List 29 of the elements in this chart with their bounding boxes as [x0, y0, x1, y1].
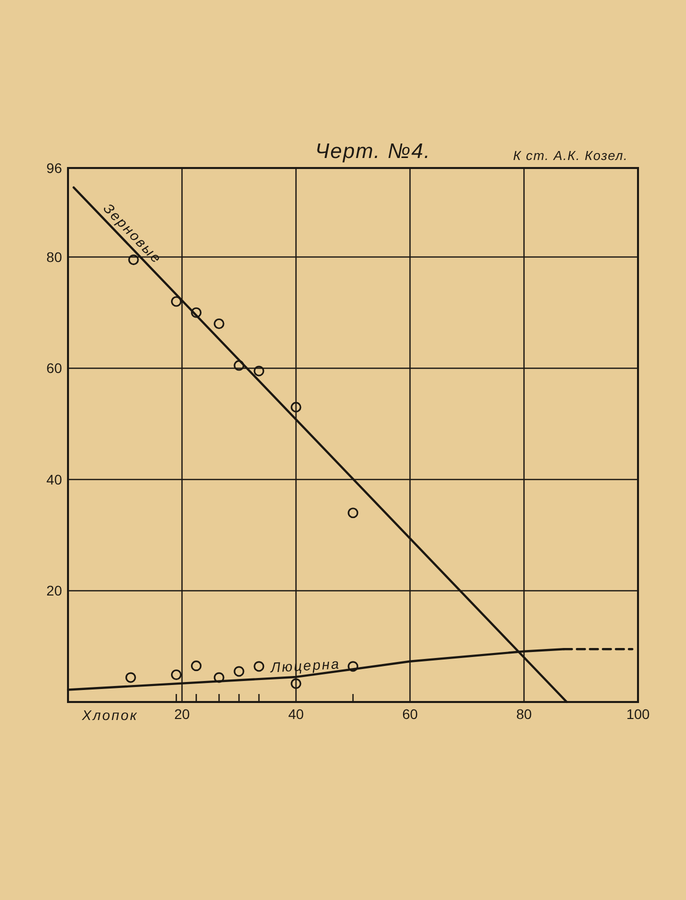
point	[190, 660, 202, 672]
point	[290, 402, 302, 412]
point	[171, 296, 182, 307]
chart-title: Черт. №4.	[315, 140, 431, 163]
point	[214, 672, 224, 683]
point	[290, 678, 302, 689]
point	[190, 307, 202, 318]
point	[348, 508, 358, 518]
x-tick-label: 20	[174, 706, 190, 722]
y-tick-label: 96	[46, 160, 62, 176]
x-tick-label: 80	[516, 706, 532, 722]
point	[348, 661, 358, 672]
point	[125, 672, 136, 683]
point	[171, 669, 182, 680]
point	[254, 366, 264, 376]
x-axis-title: Хлопок	[81, 707, 138, 723]
point	[254, 661, 264, 672]
y-tick-label: 40	[46, 471, 62, 488]
point	[214, 318, 224, 330]
y-tick-label: 20	[46, 582, 62, 599]
y-tick-label: 80	[46, 248, 62, 265]
point	[234, 666, 244, 677]
text: К ст. А.К. Козел.	[513, 148, 628, 163]
x-tick-label: 40	[288, 706, 304, 722]
point	[234, 360, 244, 371]
y-tick-label: 60	[46, 360, 62, 376]
x-tick-label: 100	[626, 706, 650, 722]
x-tick-label: 60	[402, 706, 418, 722]
series-label: Люцерна	[269, 655, 341, 676]
